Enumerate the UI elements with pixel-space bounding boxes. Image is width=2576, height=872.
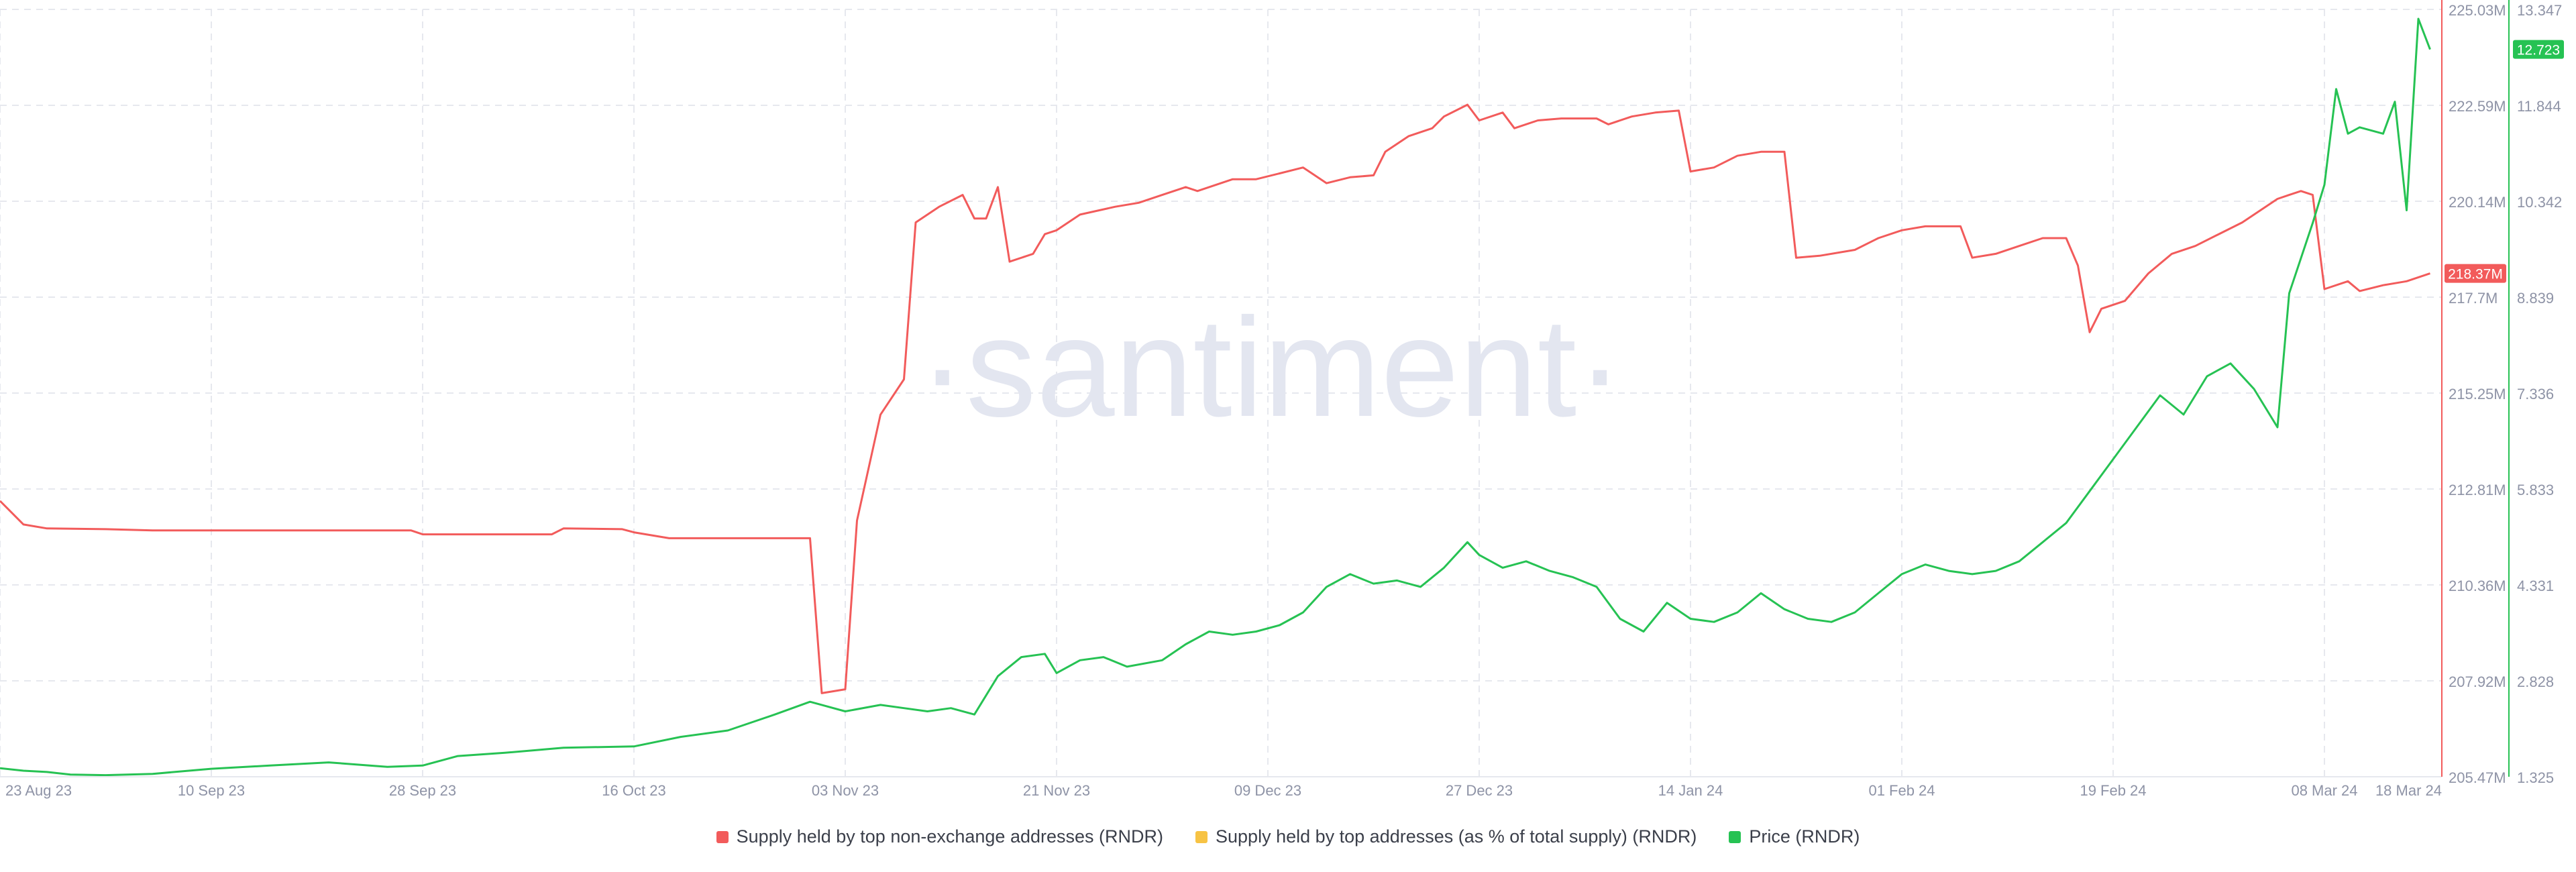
y-left-tick-label: 225.03M [2449, 2, 2506, 19]
y-left-tick-label: 220.14M [2449, 194, 2506, 211]
y-left-tick-label: 207.92M [2449, 673, 2506, 690]
legend-swatch-price [1729, 830, 1741, 843]
last-value-badge-bg [2513, 40, 2564, 59]
y-left-tick-label: 210.36M [2449, 578, 2506, 594]
y-left-tick-label: 212.81M [2449, 482, 2506, 498]
x-tick-label: 08 Mar 24 [2291, 782, 2357, 799]
x-tick-label: 23 Aug 23 [5, 782, 72, 799]
y-right-tick-label: 11.844 [2517, 98, 2561, 115]
y-right-tick-label: 2.828 [2517, 673, 2554, 690]
y-left-tick-label: 215.25M [2449, 386, 2506, 402]
legend-item-supply-pct[interactable]: Supply held by top addresses (as % of to… [1195, 826, 1697, 847]
y-left-tick-label: 205.47M [2449, 769, 2506, 786]
y-right-tick-label: 8.839 [2517, 290, 2554, 307]
legend: Supply held by top non-exchange addresse… [0, 826, 2576, 847]
legend-swatch-supply-pct [1195, 830, 1208, 843]
x-tick-label: 14 Jan 24 [1658, 782, 1723, 799]
y-left-tick-label: 217.7M [2449, 290, 2498, 307]
last-value-badge: 12.723 [2517, 43, 2560, 58]
x-tick-label: 21 Nov 23 [1023, 782, 1090, 799]
series-line-supply [0, 103, 2430, 694]
y-right-tick-label: 5.833 [2517, 482, 2554, 498]
x-tick-label: 16 Oct 23 [602, 782, 665, 799]
legend-item-price[interactable]: Price (RNDR) [1729, 826, 1860, 847]
y-left-tick-label: 222.59M [2449, 98, 2506, 115]
legend-label-supply: Supply held by top non-exchange addresse… [736, 826, 1164, 847]
y-right-tick-label: 1.325 [2517, 769, 2554, 786]
legend-label-price: Price (RNDR) [1749, 826, 1860, 847]
x-tick-label: 18 Mar 24 [2375, 782, 2442, 799]
last-value-badge-bg [2445, 264, 2506, 283]
series-layer [0, 17, 2431, 777]
x-tick-label: 19 Feb 24 [2080, 782, 2146, 799]
x-tick-label: 09 Dec 23 [1234, 782, 1301, 799]
last-value-badge: 218.37M [2448, 267, 2503, 282]
legend-swatch-supply [716, 830, 729, 843]
y-right-tick-label: 13.347 [2517, 2, 2562, 19]
y-right-tick-label: 7.336 [2517, 386, 2554, 402]
x-tick-label: 01 Feb 24 [1868, 782, 1935, 799]
x-tick-label: 03 Nov 23 [812, 782, 879, 799]
x-tick-label: 10 Sep 23 [178, 782, 245, 799]
x-tick-label: 28 Sep 23 [389, 782, 456, 799]
series-line-price [0, 17, 2431, 777]
santiment-watermark: ·santiment· [919, 288, 1623, 446]
legend-item-supply[interactable]: Supply held by top non-exchange addresse… [716, 826, 1163, 847]
axes: 225.03M 13.347 222.59M 11.844 220.14M 10.342 2… [0, 0, 2564, 799]
x-tick-label: 27 Dec 23 [1446, 782, 1513, 799]
y-right-tick-label: 10.342 [2517, 194, 2562, 211]
y-right-tick-label: 4.331 [2517, 578, 2554, 594]
legend-label-supply-pct: Supply held by top addresses (as % of to… [1216, 826, 1697, 847]
